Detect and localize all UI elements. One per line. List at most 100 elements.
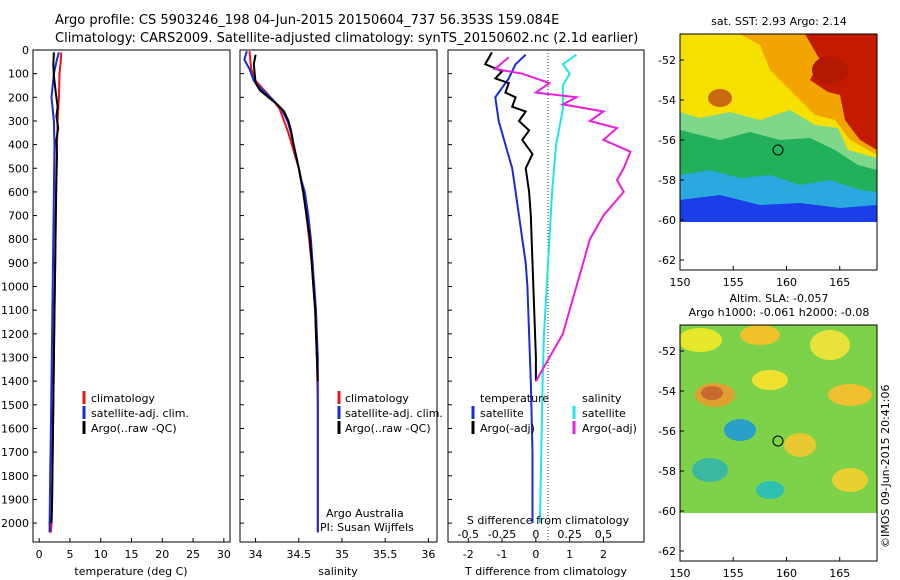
s-difference-tick-label: 0.5 — [595, 528, 613, 541]
map-y-tick-label: -56 — [658, 134, 676, 147]
sst-map-axes: 150 155 160 165 -52 -54 -56 -58 -60 -62 — [658, 54, 850, 289]
map-x-tick-label: 160 — [776, 567, 797, 580]
sla-anomaly-5 — [701, 386, 723, 400]
map-y-tick-label: -54 — [658, 94, 676, 107]
difference-series — [483, 51, 632, 524]
depth-axis: 0 100 200 300 400 500 600 700 800 900 1000 1100 1200… — [1, 44, 452, 530]
map-x-tick-label: 155 — [723, 276, 744, 289]
sla-map-subtitle: Argo h1000: -0.061 h2000: -0.08 — [689, 306, 870, 319]
depth-tick-label: 1700 — [1, 446, 29, 459]
pi-credit: PI: Susan Wijffels — [320, 521, 414, 534]
map-x-tick-label: 150 — [670, 276, 691, 289]
legend-climatology: climatology — [345, 392, 409, 405]
depth-tick-label: 1900 — [1, 493, 29, 506]
sst-map — [680, 34, 877, 222]
title-line-2: Climatology: CARS2009. Satellite-adjuste… — [55, 31, 638, 46]
sst-map-title: sat. SST: 2.93 Argo: 2.14 — [711, 15, 847, 28]
depth-tick-label: 700 — [8, 210, 29, 223]
map-y-tick-label: -52 — [658, 345, 676, 358]
depth-tick-label: 1200 — [1, 328, 29, 341]
temperature-series — [48, 52, 63, 533]
project-credit: Argo Australia — [326, 507, 404, 520]
x-tick-label: -2 — [463, 548, 474, 561]
map-y-tick-label: -56 — [658, 425, 676, 438]
depth-tick-label: 1600 — [1, 422, 29, 435]
sla-anomaly-3 — [810, 330, 850, 360]
depth-tick-label: 300 — [8, 115, 29, 128]
sla-map-frame — [679, 324, 878, 562]
sla-map-title: Altim. SLA: -0.057 — [729, 292, 828, 305]
sla-anomaly-6 — [752, 370, 788, 390]
s-difference-tick-label: -0.25 — [488, 528, 516, 541]
depth-tick-label: 1000 — [1, 281, 29, 294]
difference-x-axis: -2 -1 0 1 2 — [463, 538, 607, 561]
x-tick-label: 1 — [566, 548, 573, 561]
series-climatology — [248, 51, 319, 533]
title-line-1: Argo profile: CS 5903246_198 04-Jun-2015… — [55, 13, 559, 28]
series-satellite-adj-clim- — [48, 52, 60, 533]
temperature-legend: climatology satellite-adj. clim. Argo(..… — [82, 391, 189, 435]
map-y-tick-label: -58 — [658, 465, 676, 478]
difference-legend: temperature satellite Argo(-adj) salinit… — [471, 392, 637, 435]
legend-satellite: satellite-adj. clim. — [345, 407, 443, 420]
series-salinity-satellite — [538, 53, 577, 524]
legend-climatology: climatology — [91, 392, 155, 405]
sla-anomaly-11 — [832, 468, 868, 492]
t-difference-x-label: T difference from climatology — [464, 565, 627, 578]
legend-s-satellite: satellite — [582, 407, 626, 420]
map-x-tick-label: 165 — [829, 567, 850, 580]
depth-tick-label: 900 — [8, 257, 29, 270]
map-y-tick-label: -60 — [658, 505, 676, 518]
s-difference-x-label: S difference from climatology — [467, 514, 630, 527]
map-x-tick-label: 155 — [723, 567, 744, 580]
temperature-plot-frame — [32, 49, 231, 543]
series-salinity-argo-adj- — [493, 56, 632, 382]
copyright-credit: ©IMOS 09-Jun-2015 20:41:06 — [879, 384, 892, 548]
sla-map-axes: 150 155 160 165 -52 -54 -56 -58 -60 -62 — [658, 345, 850, 580]
series-temperature-argo-adj- — [483, 51, 537, 382]
sla-anomaly-7 — [828, 384, 872, 406]
legend-s-argo: Argo(-adj) — [582, 422, 637, 435]
sla-map — [680, 325, 877, 513]
sst-warm-eddy — [708, 89, 732, 107]
s-difference-tick-label: 0 — [532, 528, 539, 541]
series-argo-raw-qc- — [252, 54, 319, 382]
depth-tick-label: 1300 — [1, 352, 29, 365]
legend-temperature-title: temperature — [480, 392, 549, 405]
map-x-tick-label: 160 — [776, 276, 797, 289]
temperature-x-label: temperature (deg C) — [74, 565, 187, 578]
legend-t-argo: Argo(-adj) — [480, 422, 535, 435]
x-tick-label: 20 — [155, 548, 169, 561]
x-tick-label: -1 — [497, 548, 508, 561]
x-tick-label: 25 — [186, 548, 200, 561]
salinity-plot-frame — [239, 49, 438, 543]
x-tick-label: 36 — [421, 548, 435, 561]
sla-anomaly-9 — [784, 433, 816, 457]
depth-tick-label: 1100 — [1, 304, 29, 317]
salinity-legend: climatology satellite-adj. clim. Argo(..… — [337, 391, 443, 435]
temperature-x-axis: 0 5 10 15 20 25 30 — [36, 538, 231, 561]
depth-tick-label: 800 — [8, 233, 29, 246]
series-argo-raw-qc- — [50, 52, 60, 524]
legend-salinity-title: salinity — [582, 392, 622, 405]
map-y-tick-label: -52 — [658, 54, 676, 67]
salinity-difference-axis: -0.5 -0.25 0 0.25 0.5 — [458, 528, 613, 541]
s-difference-tick-label: -0.5 — [458, 528, 479, 541]
x-tick-label: 10 — [94, 548, 108, 561]
legend-argo: Argo(..raw -QC) — [345, 422, 431, 435]
map-y-tick-label: -60 — [658, 214, 676, 227]
depth-tick-label: 500 — [8, 162, 29, 175]
x-tick-label: 34 — [249, 548, 263, 561]
difference-plot-frame — [447, 49, 645, 543]
sst-hot-spot — [812, 56, 848, 84]
depth-tick-label: 0 — [22, 44, 29, 57]
s-difference-tick-label: 0.25 — [557, 528, 582, 541]
map-x-tick-label: 150 — [670, 567, 691, 580]
sst-cold-band — [680, 195, 877, 222]
salinity-series — [243, 50, 319, 533]
x-tick-label: 35 — [335, 548, 349, 561]
sst-argo-location-marker — [772, 144, 784, 156]
depth-tick-label: 2000 — [1, 517, 29, 530]
sla-argo-location-marker — [772, 435, 784, 447]
